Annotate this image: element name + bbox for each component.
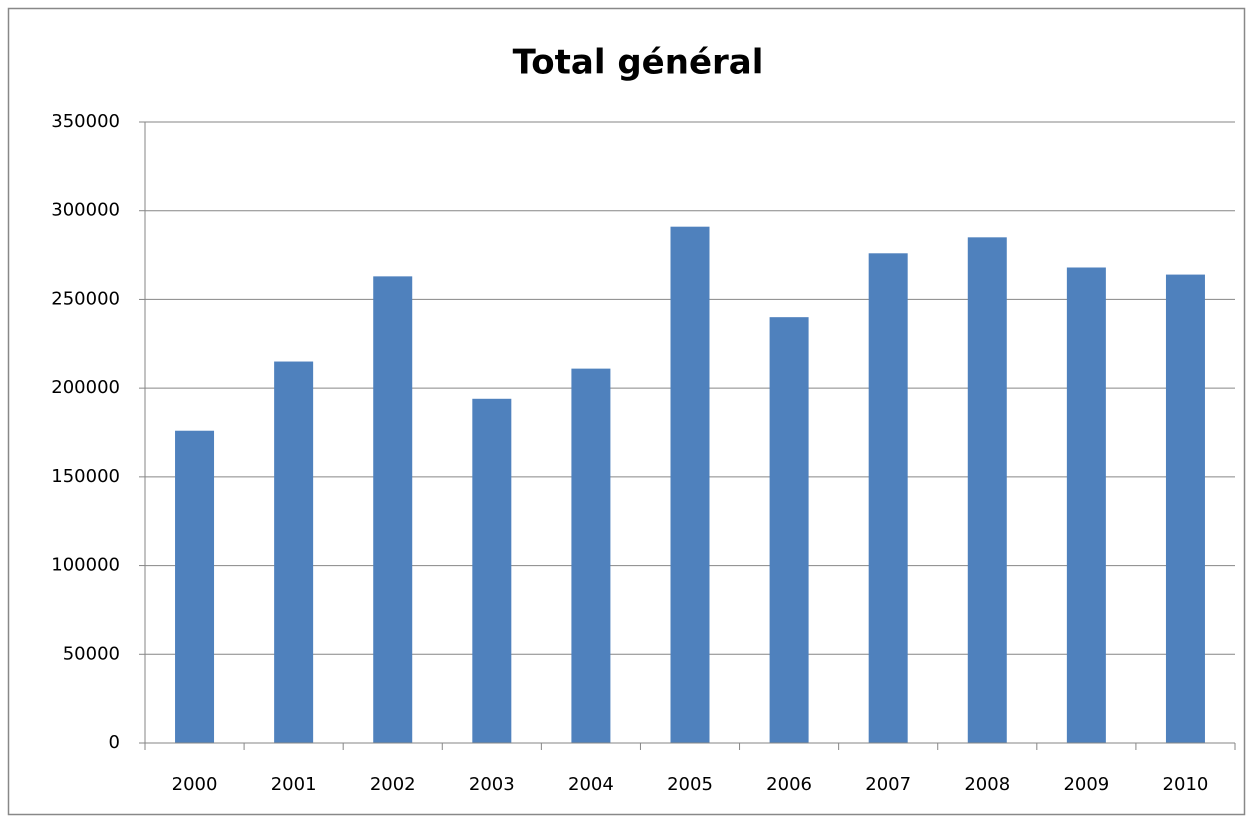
bar <box>1165 274 1205 743</box>
bar <box>274 361 314 743</box>
y-tick-label: 100000 <box>51 555 120 576</box>
chart-border <box>7 7 1246 816</box>
y-tick-label: 50000 <box>63 643 120 664</box>
x-tick-label: 2007 <box>865 774 911 795</box>
x-tick-label: 2006 <box>766 774 812 795</box>
x-tick-label: 2010 <box>1163 774 1209 795</box>
y-tick-label: 200000 <box>51 377 120 398</box>
bar <box>571 368 611 743</box>
bar <box>769 317 809 743</box>
y-tick-label: 0 <box>109 732 120 753</box>
x-tick-label: 2004 <box>568 774 614 795</box>
bar <box>175 430 215 743</box>
x-tick-label: 2001 <box>271 774 317 795</box>
bar <box>967 237 1007 744</box>
x-tick-label: 2005 <box>667 774 713 795</box>
x-tick-label: 2009 <box>1063 774 1109 795</box>
x-tick-label: 2008 <box>964 774 1010 795</box>
y-tick-label: 150000 <box>51 466 120 487</box>
y-tick-label: 250000 <box>51 288 120 309</box>
x-tick-label: 2002 <box>370 774 416 795</box>
x-tick-label: 2003 <box>469 774 515 795</box>
y-tick-label: 300000 <box>51 200 120 221</box>
y-tick-label: 350000 <box>51 111 120 132</box>
chart-title: Total général <box>513 43 764 83</box>
bar <box>868 253 908 743</box>
bar <box>373 276 413 743</box>
bar <box>1066 267 1106 743</box>
bar <box>670 226 710 743</box>
x-tick-label: 2000 <box>172 774 218 795</box>
bar <box>472 398 512 743</box>
